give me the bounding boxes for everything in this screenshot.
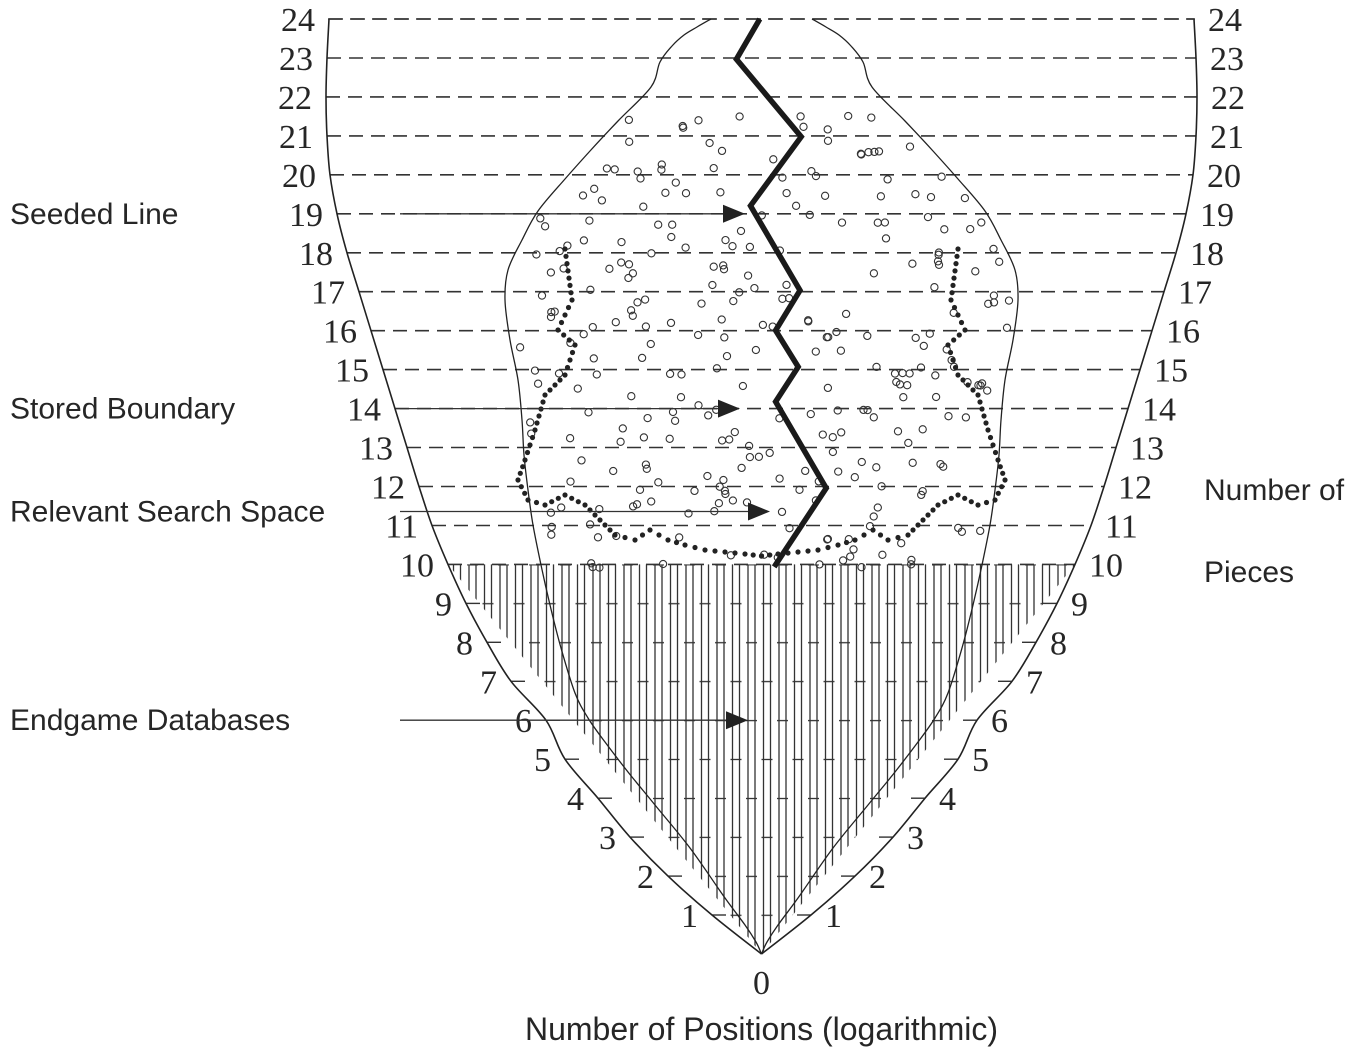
svg-text:11: 11	[1105, 509, 1138, 546]
svg-text:15: 15	[335, 353, 369, 390]
svg-text:18: 18	[299, 236, 333, 273]
svg-text:1: 1	[825, 898, 842, 935]
svg-text:22: 22	[1211, 80, 1245, 117]
svg-text:3: 3	[599, 820, 616, 857]
svg-text:9: 9	[435, 586, 452, 623]
svg-text:24: 24	[281, 2, 315, 39]
svg-text:Stored Boundary: Stored Boundary	[10, 393, 235, 426]
svg-text:4: 4	[567, 781, 584, 818]
svg-text:Number of Positions (logarithm: Number of Positions (logarithmic)	[525, 1011, 998, 1047]
svg-text:1: 1	[681, 898, 698, 935]
svg-text:6: 6	[991, 703, 1008, 740]
svg-text:6: 6	[515, 703, 532, 740]
svg-text:12: 12	[371, 470, 405, 507]
svg-text:14: 14	[1142, 392, 1176, 429]
svg-text:21: 21	[279, 119, 313, 156]
svg-text:8: 8	[456, 625, 473, 662]
svg-text:7: 7	[480, 664, 497, 701]
svg-text:24: 24	[1208, 2, 1242, 39]
svg-text:20: 20	[1207, 158, 1241, 195]
svg-text:13: 13	[359, 431, 393, 468]
svg-text:11: 11	[385, 509, 418, 546]
svg-text:5: 5	[972, 742, 989, 779]
svg-text:5: 5	[534, 742, 551, 779]
svg-text:7: 7	[1026, 664, 1043, 701]
svg-text:2: 2	[869, 859, 886, 896]
svg-text:Pieces: Pieces	[1204, 556, 1294, 589]
svg-text:22: 22	[278, 80, 312, 117]
svg-text:4: 4	[939, 781, 956, 818]
svg-text:10: 10	[400, 547, 434, 584]
svg-text:19: 19	[1200, 197, 1234, 234]
svg-text:20: 20	[282, 158, 316, 195]
svg-text:16: 16	[323, 314, 357, 351]
svg-text:15: 15	[1154, 353, 1188, 390]
svg-text:9: 9	[1071, 586, 1088, 623]
svg-text:0: 0	[753, 965, 770, 1002]
svg-text:Seeded Line: Seeded Line	[10, 198, 179, 231]
svg-text:19: 19	[289, 197, 323, 234]
svg-text:23: 23	[279, 41, 313, 78]
svg-text:2: 2	[637, 859, 654, 896]
svg-text:3: 3	[907, 820, 924, 857]
svg-text:14: 14	[347, 392, 381, 429]
svg-text:Endgame Databases: Endgame Databases	[10, 704, 290, 737]
svg-text:18: 18	[1190, 236, 1224, 273]
svg-text:17: 17	[311, 275, 345, 312]
svg-text:16: 16	[1166, 314, 1200, 351]
svg-text:13: 13	[1130, 431, 1164, 468]
svg-text:12: 12	[1118, 470, 1152, 507]
svg-text:21: 21	[1210, 119, 1244, 156]
svg-text:8: 8	[1050, 625, 1067, 662]
svg-text:10: 10	[1089, 547, 1123, 584]
svg-text:23: 23	[1210, 41, 1244, 78]
svg-text:Relevant Search Space: Relevant Search Space	[10, 496, 325, 529]
svg-text:17: 17	[1178, 275, 1212, 312]
svg-text:Number of: Number of	[1204, 474, 1345, 507]
